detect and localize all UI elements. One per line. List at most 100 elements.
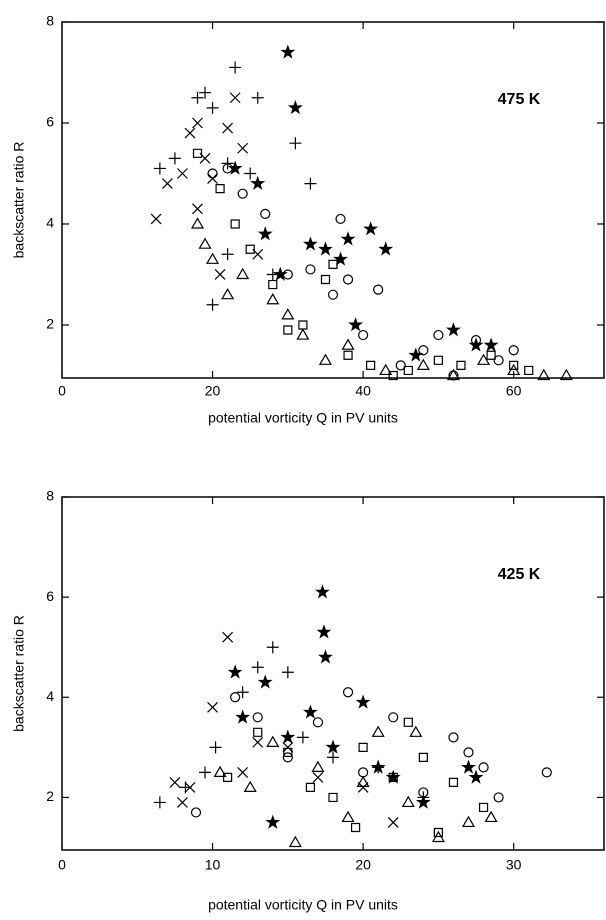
marker-triangle: [213, 765, 227, 777]
marker-plus: [206, 101, 219, 114]
marker-triangle: [198, 237, 212, 249]
marker-triangle: [266, 735, 280, 747]
marker-circle: [252, 712, 263, 723]
marker-square: [230, 219, 240, 229]
marker-square: [343, 350, 353, 360]
marker-circle: [342, 687, 354, 698]
y-tick-label: 8: [46, 13, 54, 29]
marker-star: [468, 337, 484, 352]
marker-square: [433, 355, 443, 365]
marker-star: [363, 221, 379, 236]
marker-star: [257, 674, 273, 689]
marker-plus: [289, 137, 302, 150]
marker-square: [328, 792, 338, 803]
marker-x: [184, 127, 196, 139]
marker-square: [305, 782, 316, 793]
marker-triangle: [371, 725, 385, 737]
marker-triangle: [281, 308, 295, 320]
marker-triangle: [401, 795, 415, 808]
marker-circle: [493, 792, 504, 803]
marker-circle: [541, 767, 552, 778]
marker-x: [222, 122, 234, 134]
y-tick-label: 4: [46, 215, 54, 231]
marker-star: [461, 759, 476, 774]
marker-x: [312, 771, 324, 783]
marker-square: [366, 360, 376, 370]
marker-circle: [230, 692, 241, 703]
marker-triangle: [416, 358, 430, 370]
marker-x: [150, 213, 162, 225]
marker-square: [245, 244, 255, 254]
x-tick-label: 30: [506, 857, 522, 873]
marker-plus: [281, 666, 294, 679]
marker-star: [333, 251, 348, 266]
marker-square: [268, 279, 278, 290]
marker-square: [524, 365, 534, 376]
marker-triangle: [206, 252, 220, 264]
marker-triangle: [477, 353, 491, 365]
x-tick-label: 20: [355, 857, 371, 873]
marker-plus: [244, 167, 257, 180]
marker-plus: [153, 796, 166, 809]
marker-x: [357, 781, 369, 793]
marker-x: [282, 741, 294, 753]
marker-plus: [206, 298, 219, 311]
marker-plus: [251, 91, 264, 104]
marker-x: [207, 701, 218, 713]
marker-star: [355, 694, 371, 709]
marker-x: [237, 142, 249, 154]
marker-star: [257, 226, 273, 241]
marker-triangle: [341, 810, 355, 823]
marker-plus: [209, 741, 222, 754]
marker-triangle: [243, 780, 257, 793]
marker-triangle: [379, 363, 393, 376]
annotation: 475 K: [498, 91, 541, 108]
marker-star: [227, 160, 243, 175]
marker-square: [418, 752, 428, 762]
marker-star: [348, 317, 364, 332]
marker-plus: [229, 61, 242, 74]
marker-square: [328, 259, 338, 269]
marker-star: [483, 337, 499, 352]
marker-plus: [168, 152, 181, 165]
marker-star: [265, 814, 281, 829]
marker-circle: [190, 807, 202, 818]
marker-triangle: [318, 353, 333, 365]
marker-star: [415, 794, 431, 809]
marker-triangle: [446, 368, 460, 381]
x-tick-label: 0: [58, 857, 66, 873]
annotation: 425 K: [498, 566, 541, 583]
marker-circle: [305, 264, 316, 275]
marker-triangle: [341, 338, 355, 350]
y-tick-label: 6: [46, 588, 54, 604]
marker-square: [283, 747, 293, 757]
marker-square: [350, 822, 361, 833]
marker-star: [280, 44, 296, 59]
plot-frame: [61, 496, 605, 851]
marker-triangle: [484, 810, 498, 823]
marker-square: [388, 772, 398, 782]
marker-circle: [373, 284, 384, 295]
marker-triangle: [431, 830, 445, 843]
marker-x: [214, 269, 226, 280]
marker-circle: [478, 762, 489, 773]
marker-x: [169, 776, 181, 788]
marker-x: [252, 736, 264, 748]
x-tick-label: 0: [58, 383, 66, 399]
marker-circle: [207, 168, 218, 179]
marker-star: [385, 769, 401, 784]
marker-square: [320, 274, 331, 285]
marker-square: [403, 717, 413, 727]
marker-triangle: [296, 328, 310, 340]
marker-x: [177, 797, 188, 808]
marker-star: [408, 347, 424, 362]
marker-plus: [199, 86, 212, 99]
marker-x: [387, 817, 399, 828]
marker-square: [478, 802, 489, 813]
marker-star: [316, 624, 332, 639]
marker-circle: [335, 213, 346, 225]
marker-star: [302, 704, 318, 719]
marker-triangle: [559, 368, 573, 381]
marker-square: [223, 772, 233, 782]
marker-plus: [296, 731, 309, 744]
